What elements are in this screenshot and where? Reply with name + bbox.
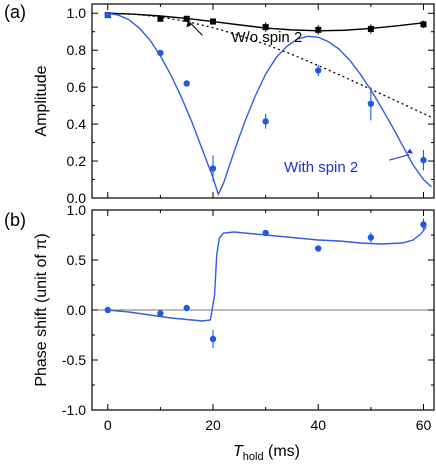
- panel-b-x-tick-label: 20: [205, 417, 221, 433]
- panel-b-x-tick-label: 60: [416, 417, 432, 433]
- panel-a-series-3-point: [367, 100, 375, 107]
- panel-a-y-tick-label: 0.4: [67, 116, 87, 132]
- panel-a-series-3-point: [209, 165, 217, 172]
- panel-b-x-tick-label: 0: [104, 417, 112, 433]
- panel-b-series-0-point: [209, 335, 217, 343]
- panel-a-frame: [91, 3, 435, 199]
- panel-a-series-3-point: [183, 80, 190, 87]
- annotation-with-spin2: With spin 2: [284, 159, 358, 176]
- x-axis-title-main: T: [233, 443, 244, 460]
- panel-b-y-tick-label: -0.5: [62, 352, 86, 368]
- x-axis-title-subscript: hold: [243, 451, 264, 463]
- panel-a-y-tick-label: 0.2: [67, 153, 87, 169]
- panel-a-series-4-line: [107, 12, 432, 197]
- panel-b-y-tick-label: -1.0: [62, 402, 86, 418]
- annotation-wo-spin2-arrow: [189, 22, 203, 36]
- panel-a-ylabel: Amplitude: [33, 65, 50, 136]
- x-axis-title-unit: (ms): [264, 443, 300, 460]
- panel-a-series-2-line: [107, 12, 432, 118]
- panel-b-group: -1.0 -0.5 0.0 0.5 1.0 0 20 40 60 (b) Phase shift (…: [4, 202, 435, 463]
- panel-a-series-0-point: [262, 24, 269, 31]
- panel-a-y-tick-label: 0.8: [67, 42, 87, 58]
- panel-a-series-3-point: [104, 11, 111, 19]
- panel-b-series-0-point: [315, 245, 322, 252]
- annotation-with-spin2-arrowhead: [406, 148, 413, 154]
- panel-b-y-tick-label: 0.5: [67, 252, 87, 268]
- panel-b-label: (b): [4, 210, 26, 230]
- annotation-with-spin2-arrow: [389, 154, 410, 161]
- panel-b-series-1-line: [107, 226, 427, 322]
- panel-b-series-0-point: [157, 310, 164, 317]
- panel-a-series-3-point: [315, 67, 322, 74]
- x-axis-title: Thold (ms): [233, 443, 300, 463]
- panel-a-series-0-point: [420, 21, 427, 28]
- panel-a-series-3-point: [420, 156, 427, 164]
- panel-a-label: (a): [4, 2, 26, 22]
- annotation-wo-spin2-arrowhead: [186, 20, 192, 28]
- panel-b-series-0-point: [183, 304, 190, 312]
- panel-b-y-tick-label: 0.0: [67, 302, 87, 318]
- panel-b-x-tick-label: 40: [310, 417, 326, 433]
- panel-a-y-tick-label: 1.0: [67, 5, 87, 21]
- panel-b-y-tick-label: 1.0: [67, 202, 87, 218]
- panel-a-series-1-line: [107, 12, 424, 32]
- panel-a-y-tick-label: 0.6: [67, 79, 87, 95]
- panel-b-series-0-point: [367, 234, 375, 241]
- panel-b-series-0-point: [420, 221, 427, 228]
- panel-a-group: 0.0 0.2 0.4 0.6 0.8 1.0 (a) Amplitude W/o spin 2…: [4, 2, 435, 206]
- panel-b-ylabel: Phase shift (unit of π): [33, 233, 50, 386]
- annotation-wo-spin2: W/o spin 2: [231, 29, 302, 46]
- panel-a-series-0-point: [157, 15, 164, 22]
- panel-a-y-tick-label: 0.0: [67, 190, 87, 206]
- panel-a-series-0-point: [315, 26, 322, 33]
- panel-a-series-3-point: [262, 118, 269, 125]
